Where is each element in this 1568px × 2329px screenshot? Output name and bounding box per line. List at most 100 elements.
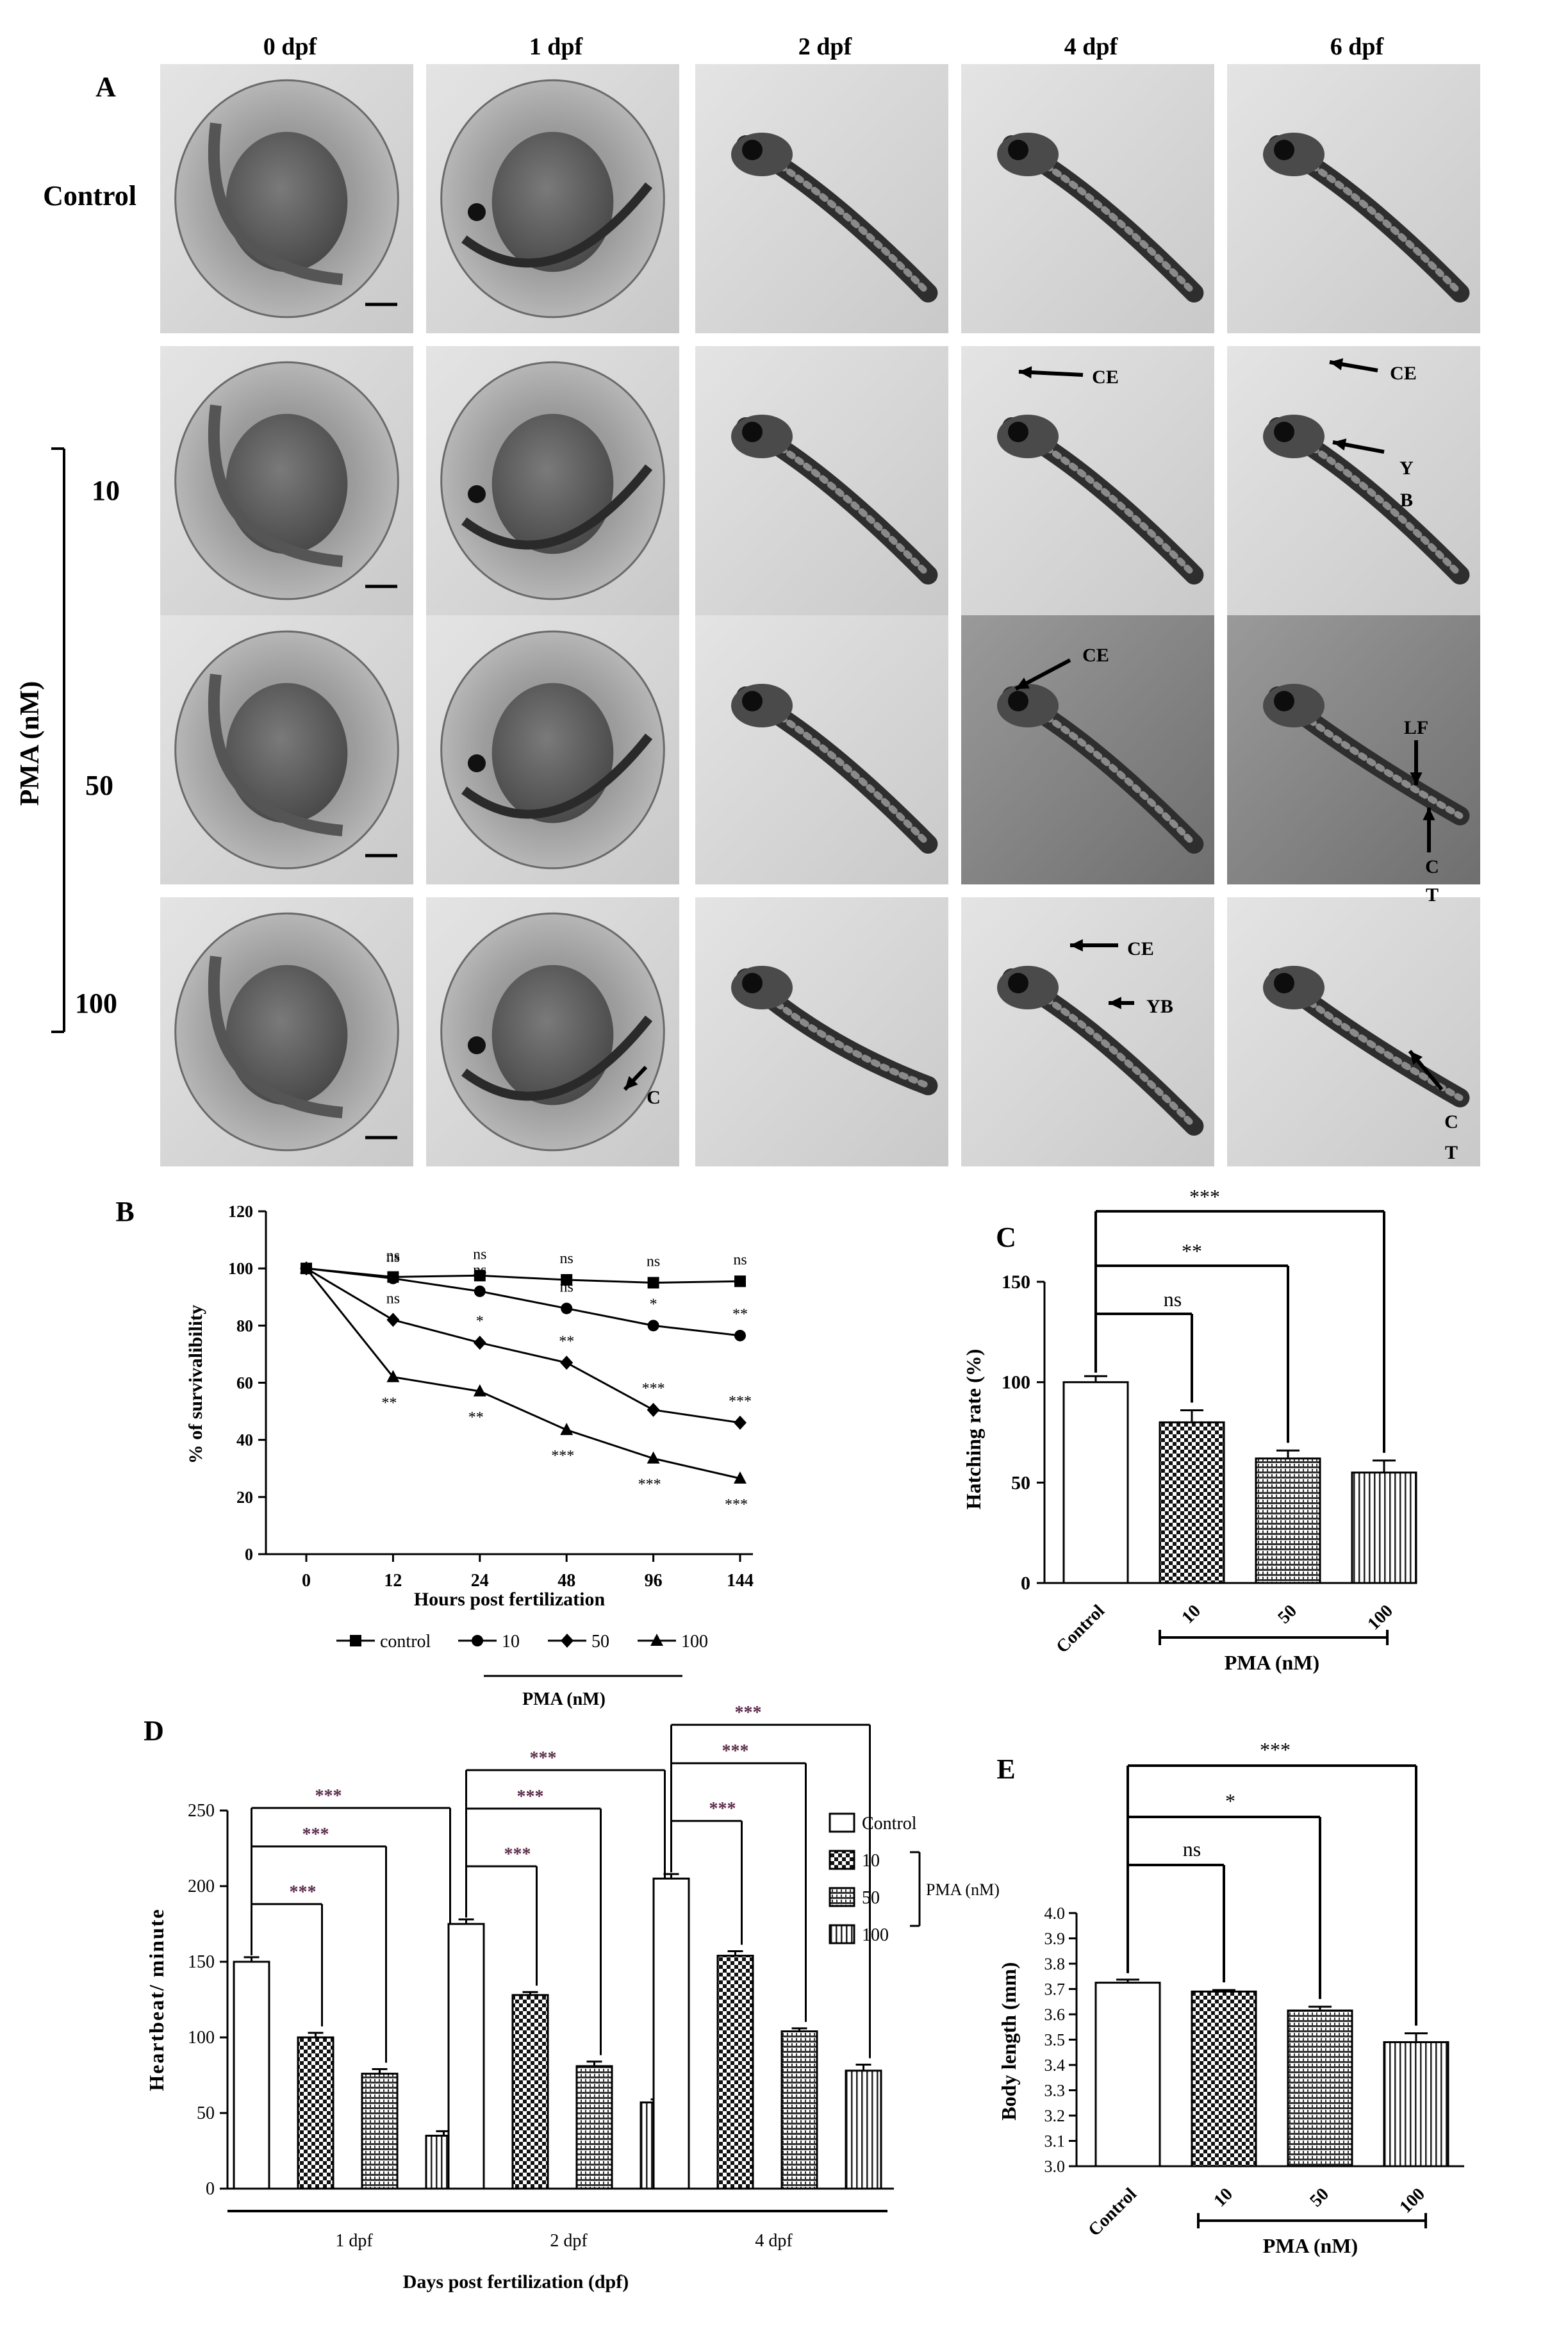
larva-eye: [742, 973, 763, 993]
x-tick-label-10: 10: [1210, 2184, 1237, 2211]
micrograph-r2-c4: [1227, 615, 1480, 884]
sig-control-5: ns: [733, 1252, 747, 1268]
bar-2 dpf-10: [511, 1994, 549, 2190]
micrograph-r3-c0: [160, 897, 413, 1166]
day-header-1: 1 dpf: [529, 33, 584, 60]
series-line-control: [306, 1267, 741, 1284]
larva-head: [997, 415, 1059, 458]
bar-50: [1255, 1457, 1321, 1584]
y-tick-label: 80: [236, 1316, 253, 1335]
micrograph-r3-c1: [426, 897, 679, 1166]
marker-control: [647, 1277, 659, 1289]
y-tick-label: 60: [236, 1374, 253, 1393]
y-tick-label: 100: [188, 2028, 215, 2048]
bar-1 dpf-10: [297, 2036, 334, 2190]
sig-10-3: ns: [560, 1279, 574, 1296]
y-tick-label: 3.7: [1044, 1980, 1066, 1999]
x-tick-label-10: 10: [1178, 1601, 1205, 1628]
sig-100-2: **: [468, 1409, 484, 1426]
legend-marker: [561, 1634, 574, 1648]
y-tick-label: 40: [236, 1431, 253, 1450]
y-tick-label: 250: [188, 1801, 215, 1821]
marker-control: [734, 1275, 746, 1288]
micrograph-r3-c4: [1227, 897, 1480, 1166]
series-line-50: [306, 1267, 741, 1424]
embryo-body: [461, 464, 653, 550]
larva-eye: [1274, 140, 1294, 160]
y-axis-title: % of survivalibility: [185, 1305, 206, 1464]
sig-10-1: ns: [386, 1249, 400, 1266]
sig-label: ***: [517, 1787, 544, 1807]
micrograph-r1-c1: [426, 346, 679, 615]
larva-head: [731, 133, 793, 176]
annot-r1c4-b: B: [1400, 490, 1413, 511]
embryo-body: [208, 122, 343, 285]
embryo-eye: [468, 203, 486, 221]
series-line-100: [305, 1268, 741, 1480]
sig-label: ***: [530, 1748, 557, 1768]
panel-a: A 0 dpf 1 dpf 2 dpf 4 dpf 6 dpf Control 10 50 100…: [15, 33, 1480, 1166]
marker-100: [560, 1423, 574, 1436]
panel-b-survival-chart: B 0 20 40 60 80 100 120 0 12 24 48 96 144 Hours post f…: [115, 1196, 754, 1709]
marker-50: [473, 1336, 486, 1350]
embryo-body: [208, 956, 343, 1118]
marker-100: [300, 1261, 313, 1274]
sig-label-2: ***: [1260, 1738, 1291, 1761]
legend-marker: [650, 1634, 663, 1646]
larva-head: [1263, 133, 1325, 176]
arrow-ce-r1c3-head: [1019, 366, 1032, 379]
larva-head: [731, 966, 793, 1009]
sig-10-5: **: [732, 1306, 748, 1323]
bar-100: [1383, 2041, 1449, 2167]
y-tick-label: 3.9: [1044, 1930, 1066, 1948]
larva-head: [997, 684, 1059, 727]
x-tick-label-100: 100: [1396, 2184, 1429, 2217]
larva-head: [997, 966, 1059, 1009]
x-tick-label-50: 50: [1274, 1601, 1301, 1628]
sig-50-5: ***: [729, 1393, 752, 1410]
y-tick-label: 150: [1002, 1272, 1030, 1293]
y-axis-title: Body length (mm): [997, 1962, 1020, 2120]
legend-swatch-10: [829, 1850, 855, 1870]
x-tick-label-Control: Control: [1052, 1601, 1109, 1657]
bar-4 dpf-100: [845, 2069, 882, 2190]
sig-10-4: *: [650, 1296, 657, 1313]
larva-eye: [1008, 691, 1028, 711]
x-axis-title: Hours post fertilization: [414, 1589, 606, 1610]
annot-r2c4-lf: LF: [1404, 717, 1428, 738]
larva-head: [731, 684, 793, 727]
bar-2 dpf-Control: [447, 1923, 485, 2190]
annot-r3c4-c: C: [1444, 1111, 1458, 1132]
arrow-ce-r3c3-head: [1070, 939, 1083, 952]
legend-label-10: 10: [502, 1632, 520, 1652]
micrograph-r0-c2: [695, 64, 948, 333]
legend-label-50: 50: [862, 1888, 880, 1908]
marker-10: [474, 1285, 486, 1297]
x-tick-label-Control: Control: [1084, 2184, 1141, 2241]
y-tick-label: 4.0: [1044, 1904, 1066, 1923]
y-tick-label: 120: [228, 1202, 253, 1221]
bar-50: [1287, 2009, 1353, 2167]
group-label: PMA (nM): [1263, 2234, 1358, 2257]
x-axis-title: Days post fertilization (dpf): [403, 2271, 629, 2292]
marker-50: [386, 1313, 400, 1327]
group-label-2: 4 dpf: [755, 2231, 793, 2251]
marker-10: [734, 1329, 746, 1341]
x-tick-label: 0: [302, 1571, 311, 1591]
embryo-eye: [468, 1036, 486, 1054]
marker-50: [647, 1402, 660, 1417]
annot-r2c4-c: C: [1425, 856, 1439, 877]
embryo-body: [461, 733, 653, 819]
y-tick-label: 0: [206, 2179, 215, 2199]
sig-label: ***: [302, 1825, 329, 1844]
sig-label: ***: [315, 1786, 342, 1806]
sig-100-1: **: [381, 1395, 397, 1412]
micrograph-r2-c0: [160, 615, 413, 884]
x-tick-label: 24: [471, 1571, 489, 1591]
micrograph-r2-c3: [961, 615, 1214, 884]
marker-100: [734, 1471, 747, 1484]
marker-10: [647, 1320, 659, 1332]
embryo-eye: [468, 485, 486, 503]
x-tick-label: 96: [645, 1571, 663, 1591]
